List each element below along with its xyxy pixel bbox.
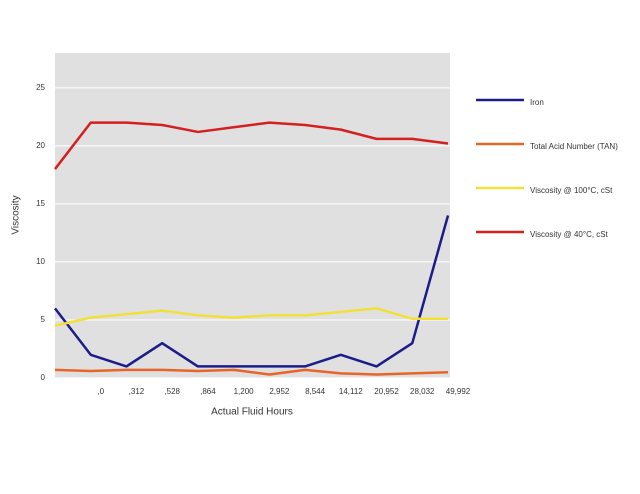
x-tick-label: 14,112 <box>339 387 363 396</box>
y-tick-label: 0 <box>41 373 46 382</box>
series-line <box>54 121 449 170</box>
series-line <box>54 368 449 376</box>
x-tick-label: 2,952 <box>269 387 290 396</box>
y-tick-label: 15 <box>36 199 45 208</box>
series-line <box>54 215 450 368</box>
x-tick-label: ,312 <box>129 387 145 396</box>
legend-label: Viscosity @ 100°C, cSt <box>530 186 613 195</box>
y-tick-label: 20 <box>36 141 45 150</box>
plot-area <box>55 53 450 378</box>
x-tick-label: 20,952 <box>374 387 399 396</box>
x-tick-label: 49,992 <box>446 387 471 396</box>
x-tick-label: ,864 <box>200 387 216 396</box>
x-tick-label: 8,544 <box>305 387 326 396</box>
y-axis-title: Viscosity <box>11 195 22 234</box>
x-tick-label: ,0 <box>97 387 104 396</box>
y-tick-label: 25 <box>36 83 45 92</box>
x-tick-label: ,528 <box>164 387 180 396</box>
legend-label: Iron <box>530 98 544 107</box>
legend-label: Total Acid Number (TAN) <box>530 142 618 151</box>
x-tick-label: 28,032 <box>410 387 435 396</box>
x-axis-title: Actual Fluid Hours <box>211 407 293 418</box>
series-line <box>54 307 448 327</box>
x-tick-label: 1,200 <box>234 387 255 396</box>
legend-label: Viscosity @ 40°C, cSt <box>530 230 609 239</box>
y-tick-label: 10 <box>36 257 45 266</box>
y-tick-label: 5 <box>41 315 46 324</box>
